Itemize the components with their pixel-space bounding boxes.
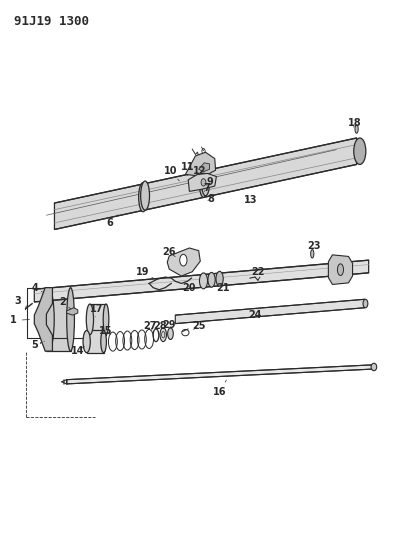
Text: 19: 19 (136, 267, 153, 278)
Ellipse shape (139, 183, 147, 212)
Polygon shape (188, 173, 217, 191)
Ellipse shape (86, 304, 94, 335)
Text: 3: 3 (15, 296, 27, 306)
Polygon shape (185, 152, 216, 175)
Text: 27: 27 (144, 321, 157, 331)
Polygon shape (175, 300, 365, 324)
Text: 29: 29 (162, 320, 176, 330)
Text: 2: 2 (59, 297, 70, 309)
Text: 26: 26 (162, 247, 176, 257)
Text: 24: 24 (248, 310, 262, 320)
Ellipse shape (201, 169, 210, 196)
Ellipse shape (168, 328, 173, 340)
Ellipse shape (311, 249, 314, 258)
Ellipse shape (43, 288, 54, 351)
Ellipse shape (363, 300, 368, 308)
Ellipse shape (67, 288, 74, 351)
Ellipse shape (337, 264, 344, 276)
Ellipse shape (354, 138, 366, 165)
Polygon shape (46, 288, 70, 351)
Ellipse shape (208, 272, 215, 287)
Ellipse shape (83, 330, 90, 353)
Text: 91J19 1300: 91J19 1300 (14, 15, 89, 28)
Text: 21: 21 (216, 282, 230, 293)
Text: 10: 10 (164, 166, 179, 181)
Polygon shape (87, 330, 104, 353)
Text: 8: 8 (207, 194, 214, 204)
Text: 6: 6 (107, 215, 118, 228)
Ellipse shape (180, 254, 187, 266)
Ellipse shape (141, 181, 149, 210)
Polygon shape (328, 255, 352, 285)
Polygon shape (55, 138, 357, 230)
Text: 13: 13 (244, 196, 258, 205)
Text: 11: 11 (181, 162, 194, 175)
Text: 14: 14 (71, 346, 85, 356)
Polygon shape (90, 304, 106, 335)
Polygon shape (34, 260, 369, 302)
Text: 15: 15 (99, 326, 113, 336)
Ellipse shape (103, 304, 109, 335)
Ellipse shape (199, 273, 208, 289)
Ellipse shape (355, 125, 358, 133)
Text: 20: 20 (183, 282, 196, 293)
Text: 16: 16 (213, 380, 226, 398)
Text: 22: 22 (251, 267, 265, 277)
Text: 7: 7 (204, 183, 210, 193)
Text: 23: 23 (308, 241, 321, 252)
Text: 18: 18 (348, 118, 361, 128)
Text: 28: 28 (153, 321, 167, 331)
Ellipse shape (216, 271, 223, 286)
Text: 17: 17 (90, 304, 103, 317)
Ellipse shape (201, 179, 206, 186)
Polygon shape (34, 288, 53, 351)
Text: 12: 12 (193, 166, 206, 176)
Polygon shape (199, 163, 210, 172)
Ellipse shape (160, 328, 166, 342)
Text: 4: 4 (32, 282, 42, 293)
Ellipse shape (371, 364, 377, 370)
Text: 25: 25 (192, 321, 206, 331)
Polygon shape (167, 248, 200, 276)
Polygon shape (66, 365, 373, 384)
Polygon shape (66, 308, 78, 315)
Ellipse shape (101, 330, 106, 353)
Text: 5: 5 (32, 340, 44, 350)
Text: 1: 1 (10, 316, 30, 326)
Text: 9: 9 (206, 177, 213, 187)
Ellipse shape (199, 171, 208, 197)
